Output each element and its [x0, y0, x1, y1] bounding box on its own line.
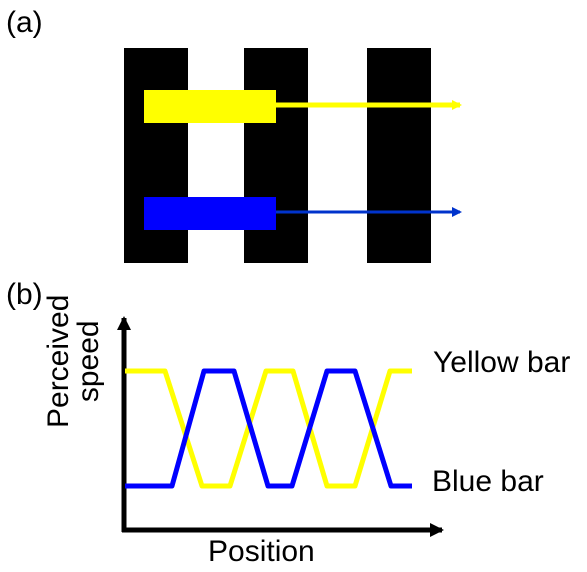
y-axis-label-line2: speed: [72, 320, 105, 403]
panel-label-b: (b): [6, 278, 43, 311]
panel-label-a: (a): [6, 6, 43, 39]
blue-curve: [125, 368, 412, 489]
blue-bar-label: Blue bar: [432, 465, 544, 498]
yellow-bar: [144, 90, 276, 123]
yellow-bar-label: Yellow bar: [433, 346, 571, 379]
x-axis-label: Position: [208, 535, 315, 568]
yellow-curve: [125, 368, 412, 489]
stripe-1: [124, 48, 188, 263]
stripe-2: [244, 48, 308, 263]
stripe-3: [367, 48, 431, 263]
y-axis-label-line1: Perceived: [42, 294, 75, 428]
y-axis-label: Perceived speed: [42, 294, 105, 428]
blue-bar: [144, 197, 276, 230]
